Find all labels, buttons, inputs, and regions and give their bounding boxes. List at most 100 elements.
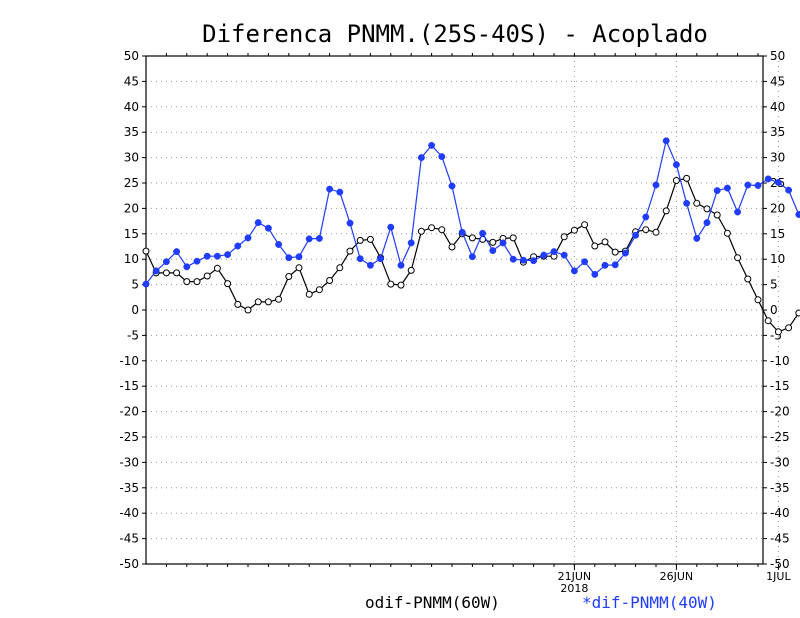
data-point bbox=[203, 272, 211, 280]
data-point bbox=[377, 255, 385, 263]
data-point bbox=[295, 253, 303, 261]
data-point bbox=[489, 247, 497, 255]
data-point bbox=[611, 261, 619, 269]
data-point bbox=[407, 239, 415, 247]
data-point bbox=[244, 234, 252, 242]
grid bbox=[146, 56, 779, 564]
y-tick-label-right: -10 bbox=[770, 354, 790, 368]
y-tick-label-right: -25 bbox=[770, 430, 790, 444]
data-point bbox=[672, 161, 680, 169]
y-tick-label-right: 10 bbox=[770, 252, 785, 266]
data-point bbox=[458, 228, 466, 236]
data-point bbox=[499, 239, 507, 247]
data-point bbox=[713, 187, 721, 195]
data-point bbox=[479, 229, 487, 237]
data-point bbox=[662, 137, 670, 145]
data-point bbox=[570, 267, 578, 275]
data-point bbox=[417, 227, 425, 235]
data-point bbox=[764, 175, 772, 183]
y-tick-label-right: -30 bbox=[770, 455, 790, 469]
y-tick-label-left: 40 bbox=[124, 100, 139, 114]
y-tick-label-right: 35 bbox=[770, 125, 785, 139]
data-point bbox=[601, 261, 609, 269]
data-point bbox=[662, 207, 670, 215]
y-tick-label-left: 15 bbox=[124, 227, 139, 241]
data-point bbox=[591, 242, 599, 250]
data-point bbox=[591, 270, 599, 278]
data-point bbox=[774, 179, 782, 186]
y-tick-label-left: 20 bbox=[124, 201, 139, 215]
data-point bbox=[224, 280, 232, 288]
data-point bbox=[693, 199, 701, 207]
series-40w bbox=[142, 137, 800, 288]
legend-entry-40w: *dif-PNMM(40W) bbox=[582, 593, 717, 612]
data-point bbox=[560, 233, 568, 241]
data-point bbox=[693, 234, 701, 242]
data-point bbox=[387, 223, 395, 231]
data-point bbox=[244, 306, 252, 314]
y-tick-label-right: -40 bbox=[770, 506, 790, 520]
y-tick-label-left: -20 bbox=[119, 405, 139, 419]
x-tick-sublabel: 2018 bbox=[560, 582, 588, 595]
legend: odif-PNMM(60W) *dif-PNMM(40W) bbox=[365, 593, 717, 612]
data-point bbox=[275, 241, 283, 248]
data-point bbox=[264, 224, 272, 232]
data-point bbox=[264, 298, 272, 306]
data-point bbox=[428, 141, 436, 149]
y-tick-label-right: 15 bbox=[770, 227, 785, 241]
data-point bbox=[683, 199, 691, 207]
data-point bbox=[162, 269, 170, 277]
data-point bbox=[642, 226, 650, 234]
data-point bbox=[407, 266, 415, 274]
data-point bbox=[183, 263, 191, 271]
y-tick-label-right: -20 bbox=[770, 405, 790, 419]
plot-frame bbox=[145, 55, 764, 565]
data-point bbox=[234, 242, 242, 250]
data-point bbox=[774, 328, 782, 336]
data-point bbox=[754, 182, 762, 189]
data-point bbox=[795, 211, 800, 218]
data-point bbox=[509, 255, 517, 263]
data-point bbox=[723, 184, 731, 192]
data-point bbox=[336, 264, 344, 272]
data-point bbox=[438, 226, 446, 234]
y-tick-label-left: 35 bbox=[124, 125, 139, 139]
data-point bbox=[560, 251, 568, 259]
data-point bbox=[448, 182, 456, 190]
data-point bbox=[193, 257, 201, 265]
y-tick-label-right: 50 bbox=[770, 49, 785, 63]
data-point bbox=[683, 174, 691, 182]
data-point bbox=[234, 300, 242, 308]
data-point bbox=[346, 247, 354, 255]
y-tick-label-left: -25 bbox=[119, 430, 139, 444]
data-point bbox=[754, 296, 762, 304]
data-point bbox=[632, 231, 640, 239]
y-tick-label-left: -5 bbox=[127, 328, 139, 342]
data-point bbox=[305, 235, 313, 243]
data-point bbox=[285, 254, 293, 262]
data-point bbox=[468, 234, 476, 242]
y-tick-label-right: 0 bbox=[770, 303, 778, 317]
data-point bbox=[213, 264, 221, 272]
data-point bbox=[611, 248, 619, 256]
y-tick-label-left: -40 bbox=[119, 506, 139, 520]
y-tick-label-right: -45 bbox=[770, 532, 790, 546]
data-point bbox=[438, 153, 446, 161]
data-point bbox=[703, 205, 711, 213]
y-tick-label-right: -15 bbox=[770, 379, 790, 393]
data-point bbox=[744, 181, 752, 189]
y-tick-label-left: -10 bbox=[119, 354, 139, 368]
series-layer bbox=[142, 137, 800, 336]
data-point bbox=[142, 280, 150, 288]
data-point bbox=[448, 243, 456, 251]
x-tick-label: 1JUL bbox=[766, 570, 791, 583]
data-point bbox=[540, 251, 548, 259]
data-point bbox=[254, 219, 262, 227]
data-point bbox=[468, 253, 476, 261]
data-point bbox=[173, 269, 181, 277]
y-tick-label-right: 40 bbox=[770, 100, 785, 114]
y-tick-label-left: -15 bbox=[119, 379, 139, 393]
data-point bbox=[785, 324, 793, 332]
y-tick-label-left: -45 bbox=[119, 532, 139, 546]
data-point bbox=[703, 219, 711, 227]
